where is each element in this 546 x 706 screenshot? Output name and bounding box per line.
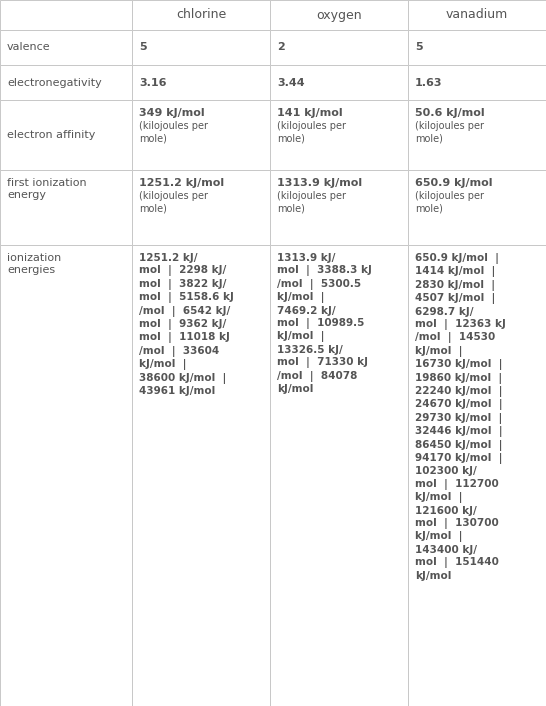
Text: 50.6 kJ/mol: 50.6 kJ/mol <box>415 108 485 118</box>
Text: (kilojoules per
mole): (kilojoules per mole) <box>415 191 484 213</box>
Text: 1251.2 kJ/
mol  |  2298 kJ/
mol  |  3822 kJ/
mol  |  5158.6 kJ
/mol  |  6542 kJ/: 1251.2 kJ/ mol | 2298 kJ/ mol | 3822 kJ/… <box>139 253 234 396</box>
Bar <box>408 30 546 65</box>
Text: chlorine: chlorine <box>176 8 226 21</box>
Text: 5: 5 <box>139 42 147 52</box>
Text: (kilojoules per
mole): (kilojoules per mole) <box>139 121 208 143</box>
Text: electron affinity: electron affinity <box>7 130 96 140</box>
Text: 5: 5 <box>415 42 423 52</box>
Bar <box>408 0 546 30</box>
Bar <box>270 170 408 245</box>
Bar <box>270 30 408 65</box>
Text: ionization
energies: ionization energies <box>7 253 61 275</box>
Bar <box>0 100 132 170</box>
Bar <box>132 30 270 65</box>
Text: 3.16: 3.16 <box>139 78 167 88</box>
Text: valence: valence <box>7 42 51 52</box>
Bar <box>270 100 408 170</box>
Bar <box>270 0 408 30</box>
Bar <box>132 65 270 100</box>
Bar <box>132 245 270 706</box>
Text: (kilojoules per
mole): (kilojoules per mole) <box>277 121 346 143</box>
Text: 650.9 kJ/mol  |
1414 kJ/mol  |
2830 kJ/mol  |
4507 kJ/mol  |
6298.7 kJ/
mol  |  : 650.9 kJ/mol | 1414 kJ/mol | 2830 kJ/mol… <box>415 253 506 580</box>
Bar <box>270 245 408 706</box>
Bar <box>0 65 132 100</box>
Bar <box>0 0 132 30</box>
Bar <box>408 170 546 245</box>
Text: vanadium: vanadium <box>446 8 508 21</box>
Bar <box>132 0 270 30</box>
Text: 1313.9 kJ/
mol  |  3388.3 kJ
/mol  |  5300.5
kJ/mol  |
7469.2 kJ/
mol  |  10989.: 1313.9 kJ/ mol | 3388.3 kJ /mol | 5300.5… <box>277 253 372 394</box>
Text: 1.63: 1.63 <box>415 78 442 88</box>
Bar <box>0 30 132 65</box>
Bar <box>132 100 270 170</box>
Text: (kilojoules per
mole): (kilojoules per mole) <box>277 191 346 213</box>
Bar <box>132 170 270 245</box>
Bar <box>408 245 546 706</box>
Text: oxygen: oxygen <box>316 8 362 21</box>
Bar <box>408 65 546 100</box>
Text: 650.9 kJ/mol: 650.9 kJ/mol <box>415 178 492 188</box>
Text: first ionization
energy: first ionization energy <box>7 178 87 201</box>
Text: (kilojoules per
mole): (kilojoules per mole) <box>415 121 484 143</box>
Bar <box>0 245 132 706</box>
Bar <box>0 170 132 245</box>
Bar <box>270 65 408 100</box>
Text: 3.44: 3.44 <box>277 78 305 88</box>
Bar <box>408 100 546 170</box>
Text: 2: 2 <box>277 42 285 52</box>
Text: 1251.2 kJ/mol: 1251.2 kJ/mol <box>139 178 224 188</box>
Text: 349 kJ/mol: 349 kJ/mol <box>139 108 205 118</box>
Text: (kilojoules per
mole): (kilojoules per mole) <box>139 191 208 213</box>
Text: 1313.9 kJ/mol: 1313.9 kJ/mol <box>277 178 362 188</box>
Text: 141 kJ/mol: 141 kJ/mol <box>277 108 343 118</box>
Text: electronegativity: electronegativity <box>7 78 102 88</box>
